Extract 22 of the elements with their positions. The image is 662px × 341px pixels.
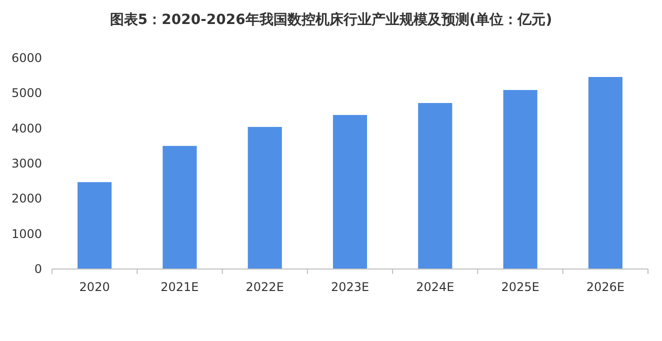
x-tick-label: 2020 <box>79 280 110 294</box>
chart-title: 图表5：2020-2026年我国数控机床行业产业规模及预测(单位：亿元) <box>110 11 552 28</box>
y-tick-label: 6000 <box>11 51 42 65</box>
bar <box>418 103 452 269</box>
y-tick-label: 3000 <box>11 156 42 170</box>
y-tick-label: 5000 <box>11 86 42 100</box>
bar <box>162 146 197 269</box>
y-tick-label: 0 <box>34 262 42 276</box>
bar <box>78 182 112 269</box>
bar <box>332 114 368 269</box>
x-tick-label: 2026E <box>586 280 624 294</box>
x-tick-label: 2021E <box>160 280 199 294</box>
bar <box>588 76 622 269</box>
x-tick-label: 2023E <box>330 280 370 294</box>
y-tick-label: 4000 <box>11 121 42 136</box>
bar <box>248 126 282 269</box>
bar <box>503 90 538 269</box>
x-tick-label: 2022E <box>246 280 284 294</box>
x-tick-label: 2025E <box>501 280 540 294</box>
y-tick-label: 1000 <box>11 226 42 241</box>
x-tick-label: 2024E <box>416 280 454 294</box>
y-tick-label: 2000 <box>11 192 42 206</box>
